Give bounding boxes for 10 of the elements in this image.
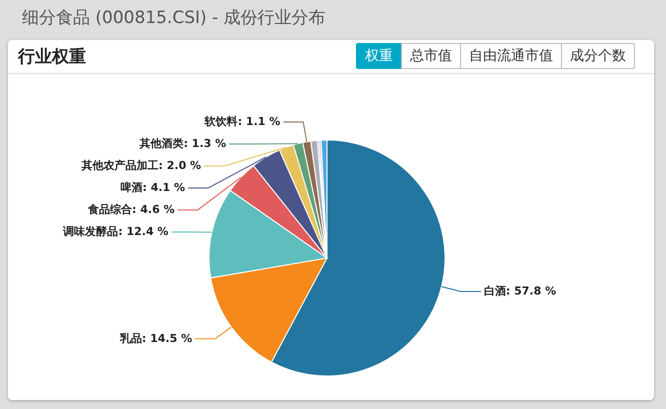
slice-label: 其他农产品加工: 2.0 % bbox=[80, 159, 202, 172]
chart-subtitle: 行业权重 bbox=[18, 46, 86, 68]
chart-title: 细分食品 (000815.CSI) - 成份行业分布 bbox=[22, 7, 326, 30]
slice-label: 乳品: 14.5 % bbox=[118, 332, 192, 345]
slice-label: 调味发酵品: 12.4 % bbox=[62, 225, 168, 238]
slice-label: 啤酒: 4.1 % bbox=[120, 181, 186, 194]
slice-label: 白酒: 57.8 % bbox=[484, 284, 556, 298]
slice-label: 软饮料: 1.1 % bbox=[204, 115, 280, 128]
slice-label: 其他酒类: 1.3 % bbox=[138, 137, 226, 150]
slice-label: 食品综合: 4.6 % bbox=[87, 203, 175, 216]
